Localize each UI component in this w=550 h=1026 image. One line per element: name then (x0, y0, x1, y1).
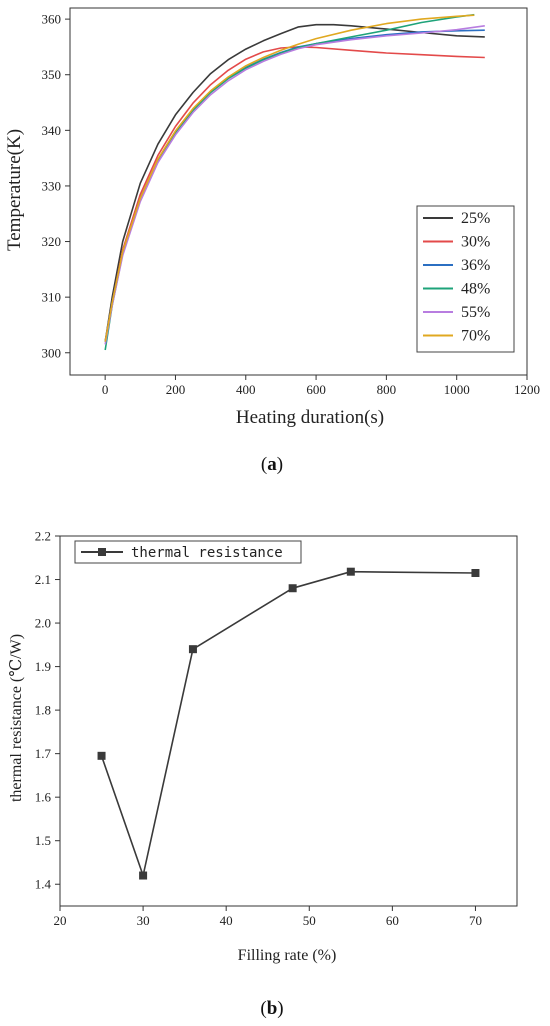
legend-label: 36% (461, 257, 490, 274)
temperature-x-tick-label: 1200 (514, 382, 540, 397)
thermal-resistance-y-ticks: 1.4 1.5 1.6 1.7 1.8 1.9 2.0 2.1 2.2 (35, 529, 60, 892)
series-line-25- (104, 23, 485, 342)
temperature-y-tick-label: 320 (42, 234, 62, 249)
thermal-resistance-y-tick-label: 1.5 (35, 833, 51, 848)
legend-label: 30% (461, 234, 490, 251)
thermal-resistance-x-tick-label: 30 (137, 913, 150, 928)
thermal-resistance-x-tick-label: 50 (303, 913, 316, 928)
thermal-resistance-y-tick-label: 1.6 (35, 790, 52, 805)
panel-label-b: (b) (260, 998, 283, 1019)
thermal-resistance-chart: 20 30 40 50 60 70 1.4 1.5 1.6 1.7 1.8 1.9 2.0 2.1 2.2… (8, 529, 518, 1019)
thermal-resistance-plot-frame (59, 535, 518, 907)
thermal-resistance-legend: thermal resistance (74, 540, 302, 564)
temperature-y-tick-label: 300 (42, 345, 62, 360)
legend-box (74, 540, 302, 564)
temperature-y-tick-label: 310 (42, 290, 62, 305)
thermal-resistance-y-tick-label: 1.8 (35, 703, 51, 718)
data-point-marker (97, 751, 106, 760)
data-point-marker (288, 584, 297, 593)
temperature-legend: 25% 30% 36% 48% 55% 70% (416, 205, 515, 353)
temperature-plot-frame (69, 7, 528, 376)
temperature-y-tick-label: 350 (42, 67, 62, 82)
thermal-resistance-x-axis-title: Filling rate (%) (238, 947, 337, 964)
thermal-resistance-y-tick-label: 1.9 (35, 659, 51, 674)
thermal-resistance-y-tick-label: 1.7 (35, 746, 52, 761)
thermal-resistance-x-tick-label: 60 (386, 913, 399, 928)
panel-label-a: (a) (261, 454, 283, 475)
legend-marker (98, 548, 106, 556)
temperature-y-tick-label: 360 (42, 12, 62, 27)
temperature-x-tick-label: 1000 (444, 382, 470, 397)
temperature-x-axis-title: Heating duration(s) (236, 407, 384, 428)
temperature-x-tick-label: 0 (102, 382, 109, 397)
legend-label: thermal resistance (131, 545, 283, 561)
data-point-marker (471, 569, 480, 577)
temperature-x-tick-label: 400 (236, 382, 256, 397)
thermal-resistance-x-tick-label: 70 (469, 913, 482, 928)
legend-label: 70% (461, 328, 490, 345)
temperature-y-axis-title: Temperature(K) (4, 129, 25, 251)
series-line-55- (104, 25, 485, 345)
thermal-resistance-y-tick-label: 2.1 (35, 572, 51, 587)
thermal-resistance-x-ticks: 20 30 40 50 60 70 (54, 906, 482, 928)
series-line-30- (104, 46, 485, 342)
temperature-series-lines (104, 13, 485, 351)
temperature-y-tick-label: 340 (42, 123, 62, 138)
temperature-x-tick-label: 600 (306, 382, 326, 397)
thermal-resistance-y-axis-title: thermal resistance (℃/W) (8, 634, 25, 802)
legend-label: 48% (461, 281, 490, 298)
legend-box (416, 205, 515, 353)
thermal-resistance-y-tick-label: 1.4 (35, 877, 52, 892)
temperature-y-ticks: 300 310 320 330 340 350 360 (42, 12, 70, 360)
temperature-x-ticks: 0 200 400 600 800 1000 1200 (102, 375, 540, 397)
series-line-thermal-resistance (100, 570, 476, 877)
thermal-resistance-x-tick-label: 20 (54, 913, 67, 928)
data-point-marker (346, 567, 355, 576)
data-point-marker (188, 645, 197, 654)
legend-label: 25% (461, 210, 490, 227)
legend-label: 55% (461, 304, 490, 321)
temperature-chart: 0 200 400 600 800 1000 1200 300 310 320 330 340 350… (4, 7, 540, 475)
series-line-70- (104, 14, 475, 342)
thermal-resistance-y-tick-label: 2.0 (35, 616, 51, 631)
temperature-x-tick-label: 200 (166, 382, 186, 397)
thermal-resistance-series-lines (97, 567, 480, 880)
temperature-x-tick-label: 800 (377, 382, 397, 397)
data-point-marker (139, 871, 148, 880)
thermal-resistance-y-tick-label: 2.2 (35, 529, 51, 544)
temperature-y-tick-label: 330 (42, 178, 62, 193)
thermal-resistance-x-tick-label: 40 (220, 913, 233, 928)
